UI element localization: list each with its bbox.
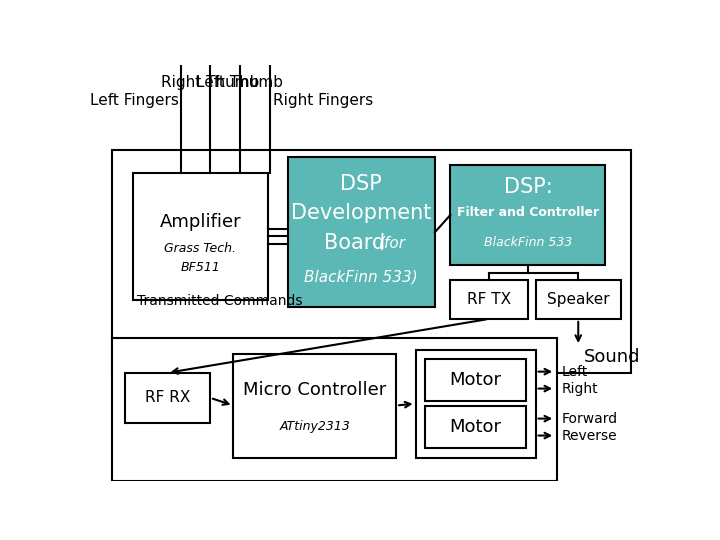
Bar: [132, 173, 269, 300]
Bar: [425, 359, 526, 401]
Bar: [451, 165, 606, 265]
Text: Motor: Motor: [449, 371, 501, 389]
Bar: [451, 280, 528, 319]
Bar: [425, 406, 526, 448]
Text: Forward: Forward: [562, 411, 618, 426]
Text: Transmitted Commands: Transmitted Commands: [137, 294, 302, 308]
Text: Reverse: Reverse: [562, 429, 618, 443]
Text: Grass Tech.: Grass Tech.: [164, 242, 236, 255]
Text: DSP: DSP: [341, 174, 382, 194]
Text: Right: Right: [562, 382, 598, 396]
Bar: [125, 373, 210, 423]
Text: Amplifier: Amplifier: [160, 213, 241, 231]
Text: Development: Development: [291, 202, 431, 223]
Text: Left Thumb: Left Thumb: [196, 75, 283, 90]
Text: Right Thumb: Right Thumb: [161, 75, 259, 90]
Text: Sound: Sound: [584, 348, 640, 366]
Text: BlackFinn 533): BlackFinn 533): [305, 270, 418, 285]
Text: Board: Board: [324, 233, 385, 253]
Bar: [233, 354, 396, 457]
Bar: [287, 157, 435, 307]
Bar: [112, 150, 631, 373]
Text: (for: (for: [379, 235, 405, 250]
Text: Speaker: Speaker: [547, 292, 610, 307]
Bar: [536, 280, 621, 319]
Text: RF TX: RF TX: [467, 292, 511, 307]
Text: BF511: BF511: [181, 261, 220, 274]
Text: Motor: Motor: [449, 418, 501, 436]
Text: Right Fingers: Right Fingers: [273, 93, 373, 107]
Text: RF RX: RF RX: [145, 390, 190, 406]
Text: DSP:: DSP:: [503, 177, 552, 197]
Text: Left: Left: [562, 364, 588, 379]
Text: ATtiny2313: ATtiny2313: [279, 420, 350, 433]
Bar: [415, 350, 536, 457]
Text: Left Fingers: Left Fingers: [90, 93, 179, 107]
Bar: [112, 338, 557, 481]
Text: BlackFinn 533: BlackFinn 533: [484, 237, 572, 249]
Text: Filter and Controller: Filter and Controller: [456, 206, 599, 219]
Text: Micro Controller: Micro Controller: [243, 381, 387, 399]
